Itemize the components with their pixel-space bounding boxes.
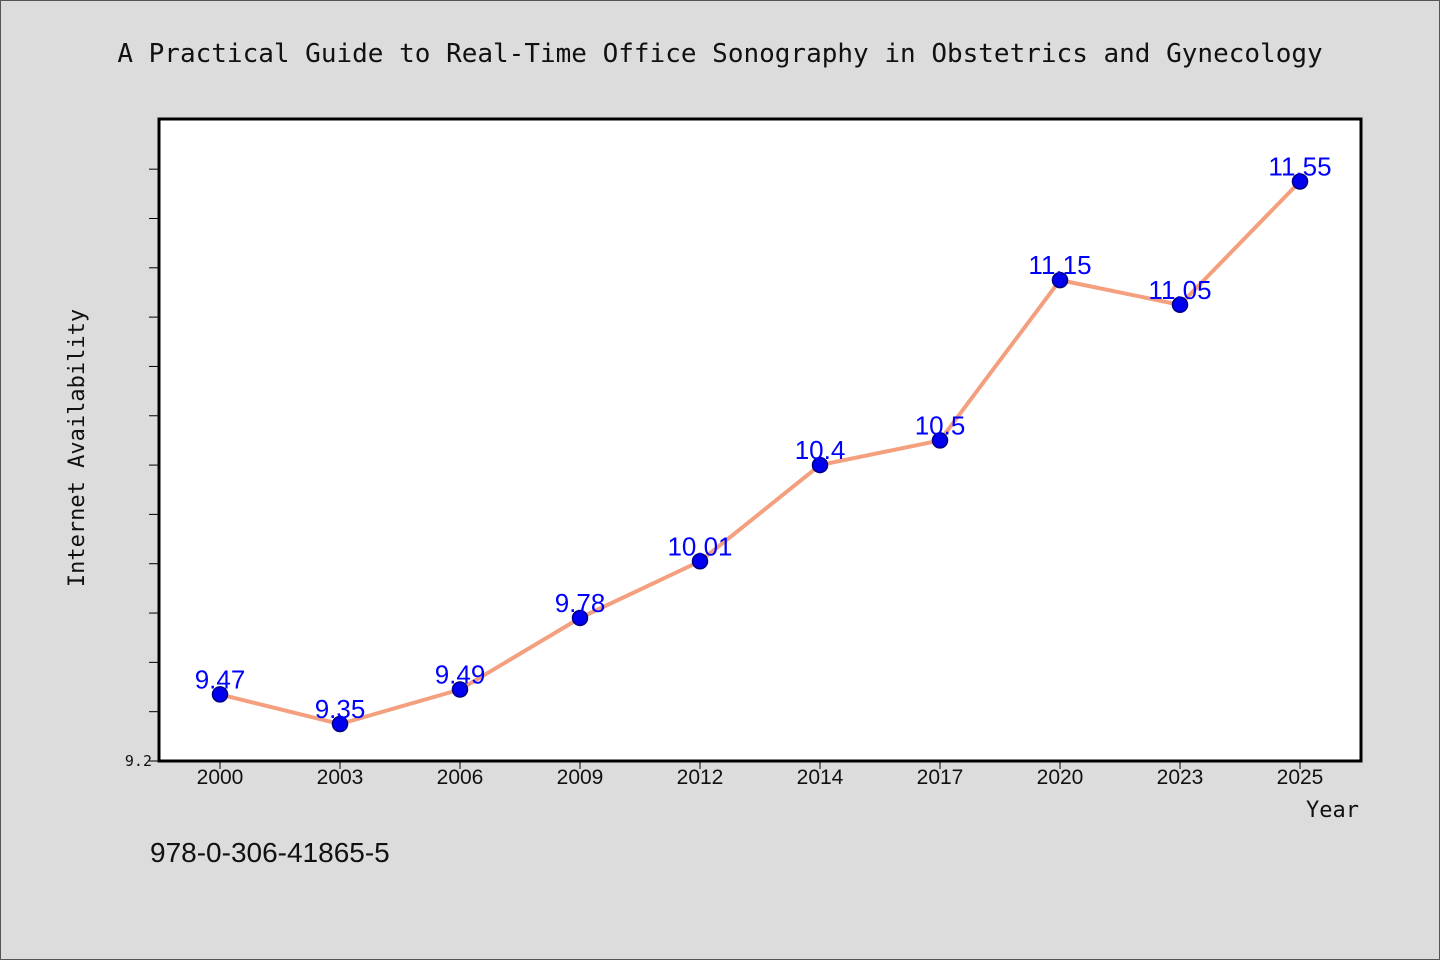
data-label: 9.78	[555, 588, 606, 618]
x-tick-label: 2009	[557, 766, 604, 789]
series-line	[219, 180, 1302, 727]
data-label: 11.15	[1028, 250, 1091, 280]
y-tick-label: 9.2	[125, 752, 152, 770]
x-axis-ticks: 2000 2003 2006 2009 2012 2014 2017 2020 2023 2025	[197, 761, 1324, 789]
plot-area	[157, 117, 1363, 763]
x-tick-label: 2020	[1037, 766, 1084, 789]
data-point	[571, 609, 589, 627]
x-tick-label: 2000	[197, 766, 244, 789]
x-tick-label: 2003	[317, 766, 364, 789]
data-labels: 9.47 9.35 9.49 9.78 10.01 10.4 10.5 11.15 11.05 1…	[195, 151, 1332, 724]
data-point	[211, 686, 229, 703]
y-axis-ticks: 9.2	[125, 168, 159, 770]
data-point	[451, 681, 469, 698]
chart-title: A Practical Guide to Real-Time Office So…	[117, 39, 1322, 69]
x-axis-label: Year	[1306, 798, 1359, 823]
data-label: 9.49	[435, 659, 486, 689]
data-label: 9.35	[315, 694, 366, 724]
series-group	[211, 173, 1309, 733]
data-label: 9.47	[195, 664, 246, 694]
x-tick-label: 2025	[1277, 766, 1324, 789]
data-label: 11.05	[1148, 275, 1211, 305]
data-point	[1051, 271, 1069, 289]
data-label: 10.4	[795, 435, 846, 465]
y-axis-label: Internet Availability	[65, 309, 90, 587]
data-point	[931, 432, 949, 449]
data-point	[811, 456, 829, 474]
data-point	[691, 553, 709, 570]
x-tick-label: 2006	[437, 766, 484, 789]
data-label: 10.01	[667, 531, 732, 561]
data-label: 11.55	[1268, 151, 1331, 181]
data-label: 10.5	[915, 410, 966, 440]
data-point	[1291, 173, 1309, 190]
x-tick-label: 2012	[677, 766, 724, 789]
x-tick-label: 2023	[1157, 766, 1204, 789]
x-tick-label: 2017	[917, 766, 964, 789]
x-tick-label: 2014	[797, 766, 844, 789]
data-point	[331, 715, 349, 733]
isbn-text: 978-0-306-41865-5	[150, 837, 390, 868]
data-point	[1171, 296, 1189, 314]
